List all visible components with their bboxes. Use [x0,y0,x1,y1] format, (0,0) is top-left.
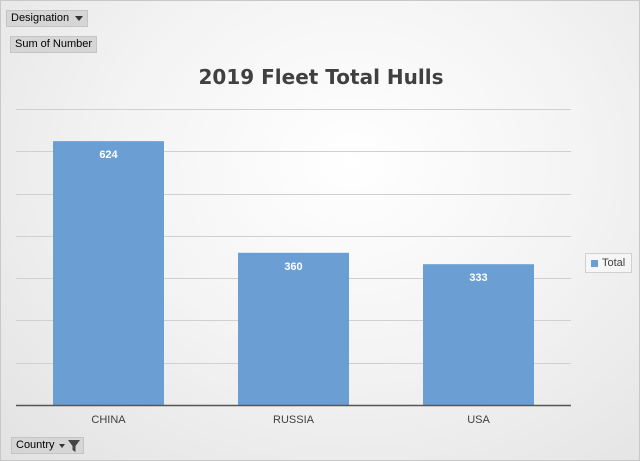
sum-of-number-field-button[interactable]: Sum of Number [10,36,98,53]
filter-icon [67,439,80,452]
data-label: 360 [284,261,302,273]
legend-label: Total [602,257,626,269]
designation-filter-button[interactable]: Designation [6,10,89,27]
category-label: RUSSIA [273,414,315,426]
data-label: 333 [469,272,487,284]
country-axis-field-button[interactable]: Country [11,437,84,454]
dropdown-arrow-icon [75,16,84,21]
dropdown-arrow-icon [58,443,65,448]
category-label: USA [467,414,490,426]
category-label: CHINA [91,414,126,426]
values-field-label: Sum of Number [15,38,93,50]
legend-swatch [591,259,598,267]
bar-china[interactable] [53,141,164,405]
legend: Total [585,253,633,273]
designation-filter-label: Designation [11,12,70,24]
data-label: 624 [99,149,118,161]
chart-title: 2019 Fleet Total Hulls [198,65,444,89]
bar-russia[interactable] [238,252,349,405]
country-field-label: Country [16,439,55,451]
bar-usa[interactable] [423,264,534,405]
